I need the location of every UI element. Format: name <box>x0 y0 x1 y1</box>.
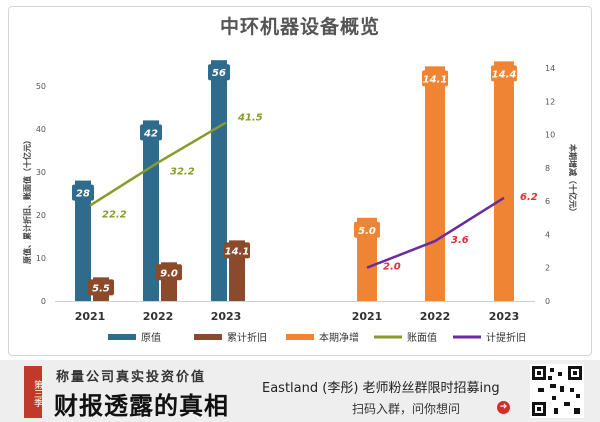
data-label-depreciation-provision: 2.0 <box>383 262 401 273</box>
bar-original-value <box>75 180 91 301</box>
right-bar-series <box>357 61 514 301</box>
data-label-badge <box>140 124 162 141</box>
data-label-book-value: 32.2 <box>170 167 195 178</box>
right-y-tick-label: 10 <box>545 131 555 140</box>
right-y-tick-label: 8 <box>545 164 550 173</box>
legend-label: 账面值 <box>407 331 437 344</box>
right-y-tick-label: 0 <box>545 297 550 306</box>
data-label-original-value: 42 <box>143 128 158 139</box>
data-label-badge <box>224 242 250 259</box>
scan-prompt[interactable]: 扫码入群，问你想问 <box>352 402 461 416</box>
data-label-badge <box>491 65 517 82</box>
data-label-badge <box>208 64 230 81</box>
footer-title: 财报透露的真相 <box>54 391 229 420</box>
left-y-tick-label: 20 <box>36 211 46 220</box>
qr-code-icon[interactable] <box>530 364 584 418</box>
left-y-tick-label: 0 <box>41 297 46 306</box>
right-y-tick-label: 14 <box>545 64 555 73</box>
bar-net-increase <box>494 61 514 301</box>
legend-label: 原值 <box>141 331 161 344</box>
x-tick-label: 2023 <box>489 310 520 323</box>
line-series <box>89 121 505 269</box>
right-y-tick-label: 6 <box>545 197 550 206</box>
data-label-badge <box>354 221 380 238</box>
legend: 原值 累计折旧 本期净增 账面值 计提折旧 <box>108 331 526 344</box>
bar-net-increase <box>425 66 445 301</box>
line-book-value <box>89 121 227 207</box>
left-y-tick-label: 50 <box>36 82 46 91</box>
data-label-badge <box>156 264 182 281</box>
x-axis: 2021 2022 2023 2021 2022 2023 <box>55 301 535 323</box>
chart-title: 中环机器设备概览 <box>219 16 380 38</box>
x-tick-label: 2021 <box>352 310 383 323</box>
data-label-net-increase: 5.0 <box>358 226 376 237</box>
data-label-original-value: 56 <box>212 68 226 79</box>
left-y-tick-label: 10 <box>36 254 46 263</box>
data-label-badge <box>72 184 94 201</box>
recruit-text: Eastland (李彤) 老师粉丝群限时招募ing <box>262 381 500 396</box>
x-tick-label: 2023 <box>211 310 242 323</box>
data-label-depreciation-provision: 6.2 <box>520 192 538 203</box>
x-tick-label: 2022 <box>420 310 451 323</box>
line-depreciation-provision <box>366 196 505 269</box>
right-y-tick-label: 2 <box>545 264 550 273</box>
legend-label: 计提折旧 <box>486 331 526 344</box>
right-y-axis: 0 2 4 6 8 10 12 14 <box>545 64 555 306</box>
left-y-tick-label: 40 <box>36 125 46 134</box>
right-y-tick-label: 12 <box>545 97 555 106</box>
arrow-right-icon[interactable]: ➜ <box>497 401 510 414</box>
data-label-accumulated-depreciation: 14.1 <box>225 246 250 257</box>
series-badge: 第三季 <box>24 366 42 418</box>
legend-label: 本期净增 <box>319 331 359 344</box>
bar-original-value <box>211 60 227 302</box>
x-tick-label: 2021 <box>75 310 106 323</box>
data-label-accumulated-depreciation: 5.5 <box>92 283 110 294</box>
legend-swatch <box>194 334 222 340</box>
right-y-tick-label: 4 <box>545 230 550 239</box>
bar-net-increase <box>357 217 377 301</box>
data-label-original-value: 28 <box>76 189 90 200</box>
legend-label: 累计折旧 <box>227 331 267 344</box>
data-label-badge <box>422 70 448 87</box>
legend-swatch <box>286 334 314 340</box>
data-label-badge <box>88 279 114 296</box>
data-label-depreciation-provision: 3.6 <box>451 235 469 246</box>
data-label-book-value: 22.2 <box>102 210 127 221</box>
legend-swatch <box>108 334 136 340</box>
data-label-net-increase: 14.1 <box>423 74 448 85</box>
footer-subtitle: 称量公司真实投资价值 <box>56 370 207 385</box>
chart-canvas: 0 10 20 30 40 50 0 2 4 6 8 10 12 14 28 5.5 42 9.0 56 14.1… <box>22 60 578 344</box>
x-tick-label: 2022 <box>143 310 174 323</box>
data-label-net-increase: 14.4 <box>492 69 517 80</box>
data-label-accumulated-depreciation: 9.0 <box>160 268 178 279</box>
data-labels: 28 5.5 42 9.0 56 14.1 5.0 14.1 14.4 22.2 32.2 41.5 2… <box>72 64 538 296</box>
right-axis-title: 本期增减（十亿元） <box>568 143 578 216</box>
left-y-axis: 0 10 20 30 40 50 <box>36 82 46 306</box>
data-label-book-value: 41.5 <box>237 113 263 124</box>
left-y-tick-label: 30 <box>36 168 46 177</box>
left-axis-title: 原值、累计折旧、账面值（十亿元） <box>22 136 32 264</box>
